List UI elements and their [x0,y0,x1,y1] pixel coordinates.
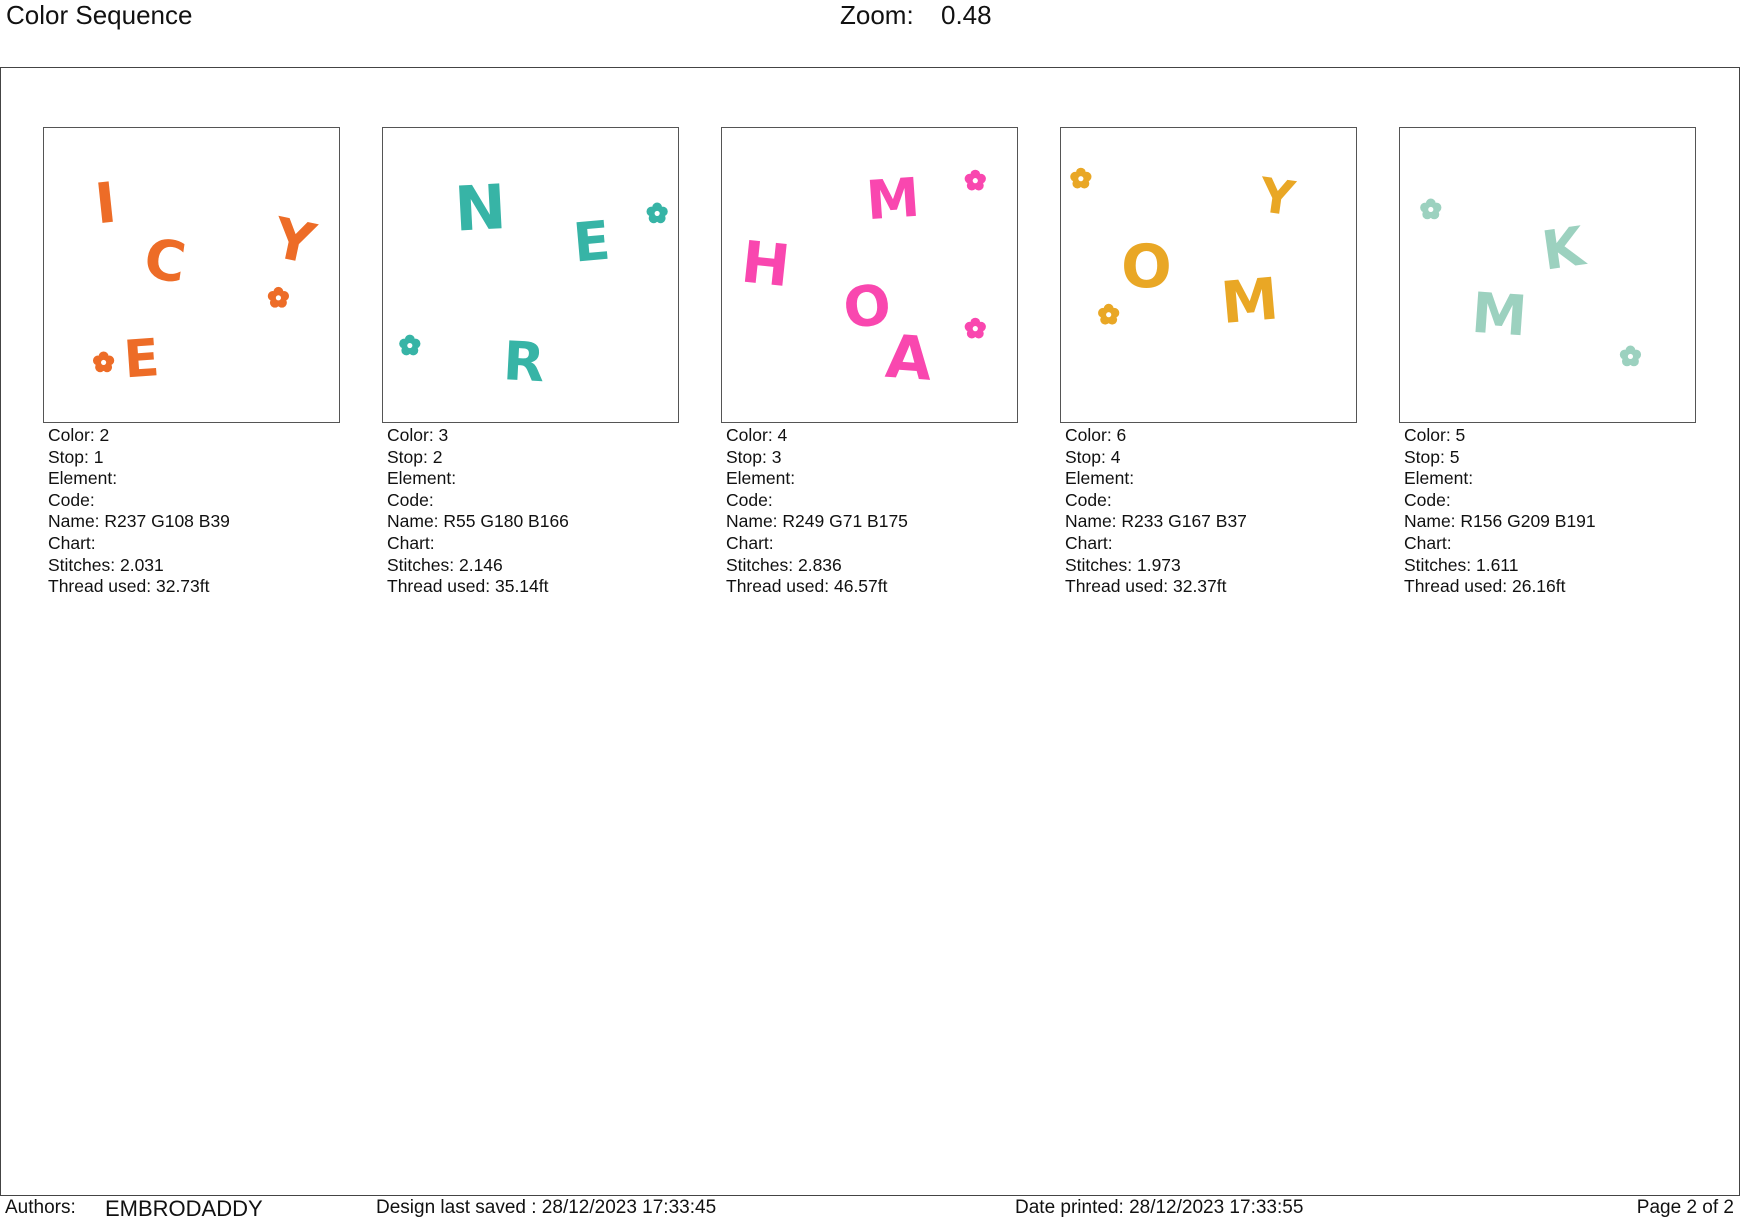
color-card-5: K M Color: 5 Stop: 5 Element: Code: Name… [1399,127,1696,598]
zoom-value: 0.48 [941,0,992,30]
thread-used: Thread used: 46.57ft [726,576,888,597]
chart-field: Chart: [48,532,96,553]
zoom-label: Zoom: [840,0,914,30]
color-card-2: N E R Color: 3 Stop: 2 Element: Code: Na… [382,127,679,598]
thread-used: Thread used: 32.37ft [1065,576,1227,597]
color-info: Color: 5 Stop: 5 Element: Code: Name: R1… [1399,425,1696,598]
flower-icon [964,169,986,191]
element-field: Element: [48,468,118,489]
stitch-letter: C [140,226,189,296]
stitch-letter: Y [267,205,322,277]
stitches-count: Stitches: 2.146 [387,554,503,575]
stitch-letter: E [122,328,161,390]
stitch-letter: E [571,209,613,275]
flower-icon [1420,198,1442,220]
thread-name: Name: R237 G108 B39 [48,511,230,532]
stitch-letter: O [840,272,894,342]
page-title: Color Sequence [6,0,193,30]
code-field: Code: [48,489,95,510]
color-info: Color: 2 Stop: 1 Element: Code: Name: R2… [43,425,340,598]
stitch-letter: Y [1255,168,1298,227]
color-info: Color: 4 Stop: 3 Element: Code: Name: R2… [721,425,1018,598]
color-swatch-preview: I C Y E [43,127,340,423]
stitch-letter: M [864,166,922,233]
element-field: Element: [387,468,457,489]
code-field: Code: [726,489,773,510]
color-card-3: M H O A Color: 4 Stop: 3 Element: Code: … [721,127,1018,598]
authors-value: EMBRODADDY [105,1196,263,1221]
date-printed: Date printed: 28/12/2023 17:33:55 [1015,1197,1304,1218]
code-field: Code: [1404,489,1451,510]
stitch-preview-graphic: K M [1420,198,1642,367]
stitches-count: Stitches: 1.611 [1404,554,1519,575]
thread-name: Name: R233 G167 B37 [1065,511,1247,532]
element-field: Element: [1404,468,1474,489]
stop-number: Stop: 5 [1404,446,1460,467]
stitch-preview-graphic: I C Y E [92,170,322,390]
chart-field: Chart: [1065,532,1113,553]
stop-number: Stop: 2 [387,446,443,467]
flower-icon [92,351,115,373]
stop-number: Stop: 4 [1065,446,1121,467]
color-card-1: I C Y E Color: 2 Stop: 1 Element: Code: … [43,127,340,598]
color-swatch-preview: N E R [382,127,679,423]
stitch-letter: M [1218,265,1281,337]
thread-used: Thread used: 26.16ft [1404,576,1566,597]
color-info: Color: 3 Stop: 2 Element: Code: Name: R5… [382,425,679,598]
authors-label: Authors: [5,1197,76,1218]
flower-icon [267,286,290,308]
stitch-letter: K [1538,214,1590,283]
stitch-preview-graphic: N E R [399,171,668,394]
element-field: Element: [726,468,796,489]
stitch-preview-graphic: Y O M [1070,167,1298,337]
color-swatch-preview: K M [1399,127,1696,423]
color-number: Color: 2 [48,425,110,445]
stop-number: Stop: 1 [48,446,104,467]
stitch-letter: R [502,329,547,394]
color-card-4: Y O M Color: 6 Stop: 4 Element: Code: Na… [1060,127,1357,598]
color-swatch-preview: M H O A [721,127,1018,423]
stop-number: Stop: 3 [726,446,782,467]
stitch-letter: H [738,229,793,301]
flower-icon [964,317,986,339]
color-number: Color: 5 [1404,425,1466,445]
flower-icon [646,202,668,224]
color-number: Color: 4 [726,425,788,445]
code-field: Code: [1065,489,1112,510]
thread-used: Thread used: 32.73ft [48,576,210,597]
chart-field: Chart: [726,532,774,553]
thread-used: Thread used: 35.14ft [387,576,549,597]
stitch-letter: O [1121,233,1172,302]
stitch-preview-graphic: M H O A [738,166,986,395]
stitch-letter: N [453,171,508,246]
page-number: Page 2 of 2 [1636,1197,1734,1218]
stitch-letter: I [92,170,119,237]
stitches-count: Stitches: 1.973 [1065,554,1181,575]
thread-name: Name: R249 G71 B175 [726,511,908,532]
design-last-saved: Design last saved : 28/12/2023 17:33:45 [376,1197,717,1218]
color-number: Color: 6 [1065,425,1127,445]
color-number: Color: 3 [387,425,449,445]
element-field: Element: [1065,468,1135,489]
stitches-count: Stitches: 2.836 [726,554,842,575]
chart-field: Chart: [387,532,435,553]
thread-name: Name: R156 G209 B191 [1404,511,1596,532]
flower-icon [399,334,421,356]
color-info: Color: 6 Stop: 4 Element: Code: Name: R2… [1060,425,1357,598]
chart-field: Chart: [1404,532,1452,553]
stitch-letter: M [1469,281,1529,350]
flower-icon [1098,303,1120,325]
thread-name: Name: R55 G180 B166 [387,511,569,532]
stitch-letter: A [883,323,934,395]
flower-icon [1619,345,1642,367]
color-swatch-preview: Y O M [1060,127,1357,423]
stitches-count: Stitches: 2.031 [48,554,164,575]
flower-icon [1070,167,1092,189]
code-field: Code: [387,489,434,510]
